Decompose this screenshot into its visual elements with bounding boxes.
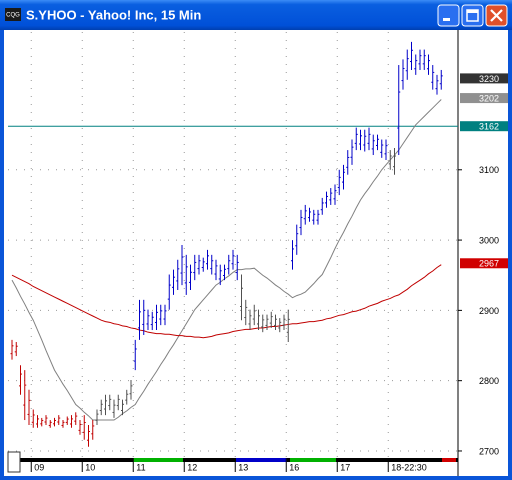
y-tick-label: 2700 <box>479 446 499 456</box>
moving-average <box>11 99 442 421</box>
scroll-box[interactable] <box>7 451 21 473</box>
time-strip-segment <box>133 458 183 462</box>
x-tick-label: 10 <box>85 462 95 472</box>
price-box-label: 3162 <box>479 122 499 132</box>
chart-panel <box>4 30 508 476</box>
y-tick-label: 2900 <box>479 306 499 316</box>
x-tick-label: 09 <box>34 462 44 472</box>
close-button[interactable] <box>485 4 508 27</box>
price-box <box>460 73 508 84</box>
x-tick-label: 18-22:30 <box>391 462 427 472</box>
maximize-button[interactable] <box>461 4 484 27</box>
price-box-label: 3202 <box>479 93 499 103</box>
minimize-button[interactable] <box>437 4 460 27</box>
moving-average <box>11 264 442 339</box>
time-strip-segment <box>442 458 456 462</box>
window-title: S.YHOO - Yahoo! Inc, 15 Min <box>26 7 201 22</box>
time-strip-segment <box>290 458 336 462</box>
x-tick-label: 12 <box>187 462 197 472</box>
x-tick-label: 11 <box>136 462 145 472</box>
price-box <box>460 121 508 132</box>
y-tick-label: 3000 <box>479 235 499 245</box>
price-box-label: 3230 <box>479 74 499 84</box>
title-bar <box>0 0 512 30</box>
time-strip-segment <box>236 458 287 462</box>
app-icon <box>5 8 21 21</box>
price-box <box>460 258 508 269</box>
app-icon-text: CQG <box>6 13 20 19</box>
y-tick-label: 3100 <box>479 165 499 175</box>
price-box-label: 2967 <box>479 259 499 269</box>
x-tick-label: 13 <box>238 462 248 472</box>
x-tick-label: 16 <box>289 462 299 472</box>
plot: 2700 2800 2900 3000 3100 09 10 11 12 13 16 17 18-22:… <box>8 32 508 472</box>
y-tick-label: 2800 <box>479 376 499 386</box>
price-box <box>460 93 508 104</box>
x-tick-label: 17 <box>340 462 350 472</box>
